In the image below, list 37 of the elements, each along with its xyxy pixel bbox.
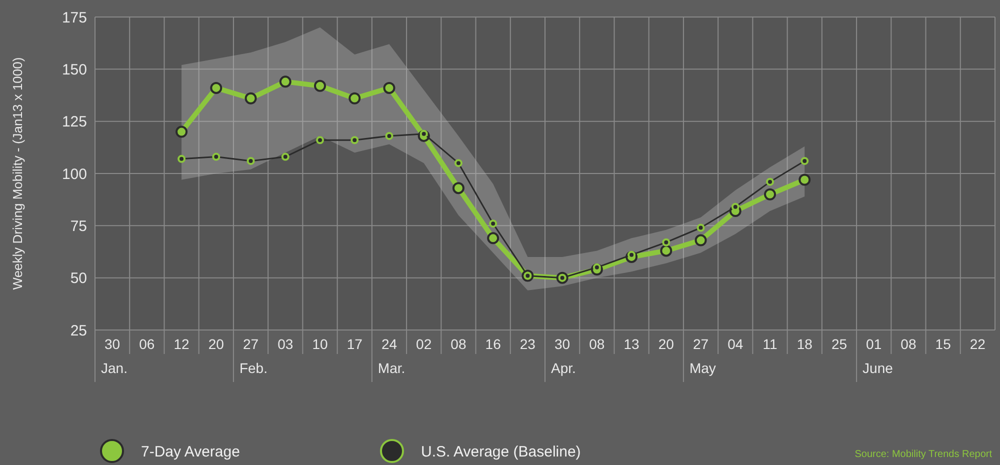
x-tick-label: 11 — [762, 336, 778, 352]
x-tick-label: 04 — [728, 336, 744, 352]
x-tick-label: 24 Mar. — [378, 336, 406, 376]
x-tick-label: 15 — [935, 336, 952, 352]
x-tick-label: 10 — [312, 336, 328, 352]
y-tick-label: 50 — [70, 270, 87, 288]
y-tick-label: 125 — [62, 114, 87, 131]
y-tick-label: 175 — [62, 9, 87, 26]
y-tick-label: 100 — [62, 166, 87, 183]
x-tick-label: 06 — [139, 336, 155, 352]
x-tick-label: 27 May — [689, 336, 716, 376]
x-tick-label: 22 — [970, 336, 986, 352]
x-tick-label: 20 — [658, 336, 674, 352]
x-tick-label: 12 — [174, 336, 190, 352]
x-tick-label: 20 — [208, 336, 224, 352]
y-tick-label: 150 — [62, 61, 87, 78]
x-tick-label: 08 — [589, 336, 605, 352]
legend-label: U.S. Average (Baseline) — [421, 443, 581, 460]
x-tick-label: 23 — [520, 336, 536, 352]
legend-label: 7-Day Average — [141, 443, 240, 460]
y-axis-title: Weekly Driving Mobility - (Jan13 x 1000) — [10, 57, 25, 290]
x-tick-label: 01 June — [862, 336, 894, 376]
x-tick-label: 17 — [346, 336, 363, 352]
x-tick-label: 02 — [416, 336, 432, 352]
x-tick-label: 27 Feb. — [239, 336, 268, 376]
x-tick-label: 30 Jan. — [101, 336, 128, 376]
x-tick-label: 16 — [485, 336, 502, 352]
x-tick-label: 18 — [796, 336, 813, 352]
x-tick-label: 30 Apr. — [551, 336, 576, 376]
x-tick-label: 13 — [624, 336, 640, 352]
y-tick-label: 25 — [70, 322, 87, 340]
x-tick-label: 08 — [450, 336, 466, 352]
y-tick-label: 75 — [70, 218, 87, 235]
x-tick-label: 03 — [278, 336, 294, 352]
source-note: Source: Mobility Trends Report — [854, 449, 992, 460]
x-tick-label: 08 — [900, 336, 916, 352]
x-tick-label: 25 — [831, 336, 848, 352]
